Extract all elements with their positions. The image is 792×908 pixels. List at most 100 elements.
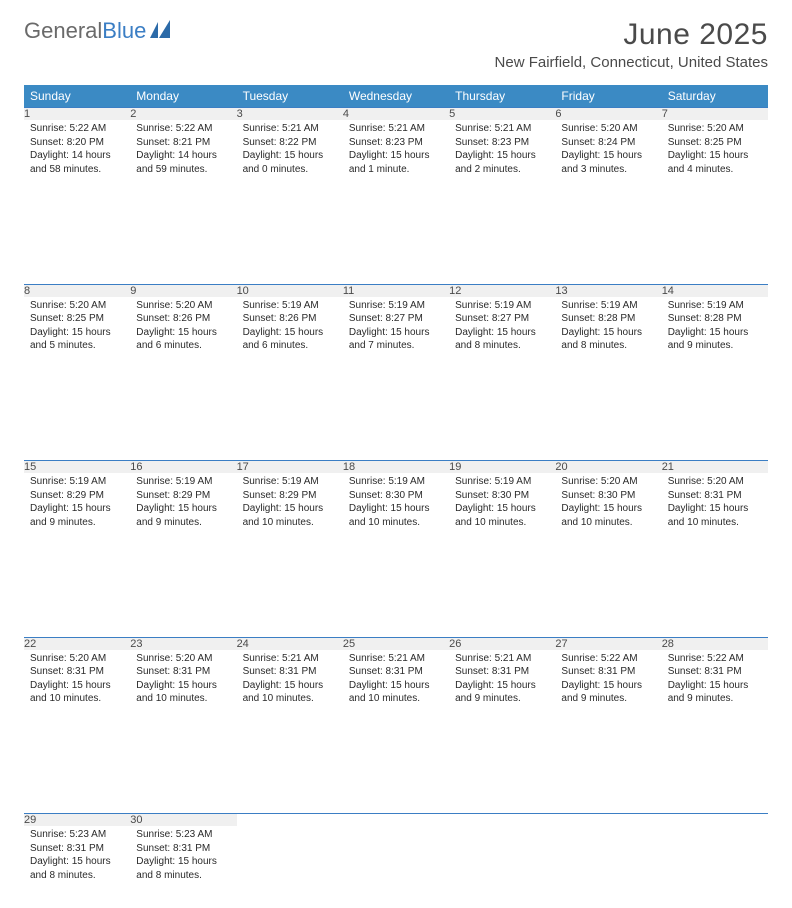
day-cell: Sunrise: 5:19 AMSunset: 8:30 PMDaylight:… [449,473,555,555]
label: Daylight: [668,327,710,338]
label: Daylight: [455,503,497,514]
day-details: Sunrise: 5:19 AMSunset: 8:28 PMDaylight:… [662,297,768,357]
flag-icon [150,18,176,44]
label: Sunset: [668,490,705,501]
label: Sunset: [455,137,492,148]
title-block: June 2025 New Fairfield, Connecticut, Un… [495,18,768,71]
day-cell: Sunrise: 5:19 AMSunset: 8:30 PMDaylight:… [343,473,449,555]
day-details: Sunrise: 5:19 AMSunset: 8:29 PMDaylight:… [24,473,130,533]
day-number: 27 [555,637,661,650]
day-details: Sunrise: 5:20 AMSunset: 8:25 PMDaylight:… [662,120,768,180]
day-details: Sunrise: 5:21 AMSunset: 8:31 PMDaylight:… [449,650,555,710]
day-cell: Sunrise: 5:19 AMSunset: 8:29 PMDaylight:… [237,473,343,555]
label: Sunset: [561,313,598,324]
day-details: Sunrise: 5:22 AMSunset: 8:31 PMDaylight:… [555,650,661,710]
label: Daylight: [561,680,603,691]
label: Sunset: [30,666,67,677]
day-cell: Sunrise: 5:23 AMSunset: 8:31 PMDaylight:… [130,826,236,908]
label: Sunrise: [455,300,494,311]
label: Sunrise: [136,829,175,840]
empty-cell [449,814,555,827]
label: Sunset: [668,666,705,677]
value: 8:31 PM [704,666,741,677]
label: Sunrise: [243,476,282,487]
week-content-row: Sunrise: 5:19 AM Sunset: 8:29 PM Daylight:… [24,473,768,555]
label: Sunset: [668,313,705,324]
header: GeneralBlue June 2025 New Fairfield, Con… [0,0,792,77]
day-cell: Sunrise: 5:20 AMSunset: 8:25 PMDaylight:… [662,120,768,202]
value: 5:21 AM [388,653,425,664]
label: Sunset: [668,137,705,148]
label: Daylight: [136,680,178,691]
label: Sunset: [136,137,173,148]
value: 5:19 AM [601,300,638,311]
day-number: 2 [130,108,236,121]
value: 5:23 AM [176,829,213,840]
label: Sunset: [136,843,173,854]
label: Sunrise: [668,653,707,664]
value: 8:31 PM [67,843,104,854]
label: Sunset: [349,666,386,677]
value: 5:20 AM [176,300,213,311]
weekday-header: Sunday [24,85,130,108]
label: Sunrise: [455,653,494,664]
day-cell: Sunrise: 5:21 AMSunset: 8:31 PMDaylight:… [449,650,555,732]
day-cell: Sunrise: 5:19 AMSunset: 8:29 PMDaylight:… [24,473,130,555]
value: 8:30 PM [598,490,635,501]
day-cell: Sunrise: 5:20 AMSunset: 8:24 PMDaylight:… [555,120,661,202]
empty-cell [449,826,555,908]
day-cell: Sunrise: 5:21 AMSunset: 8:31 PMDaylight:… [343,650,449,732]
day-details: Sunrise: 5:21 AMSunset: 8:22 PMDaylight:… [237,120,343,180]
label: Daylight: [349,503,391,514]
day-number: 19 [449,461,555,474]
day-details: Sunrise: 5:19 AMSunset: 8:27 PMDaylight:… [343,297,449,357]
day-number: 18 [343,461,449,474]
day-cell: Sunrise: 5:20 AMSunset: 8:31 PMDaylight:… [24,650,130,732]
day-number: 13 [555,284,661,297]
week-content-row: Sunrise: 5:20 AM Sunset: 8:25 PM Daylight:… [24,297,768,379]
empty-cell [237,814,343,827]
day-details: Sunrise: 5:20 AMSunset: 8:31 PMDaylight:… [24,650,130,710]
day-details: Sunrise: 5:19 AMSunset: 8:27 PMDaylight:… [449,297,555,357]
day-details: Sunrise: 5:23 AMSunset: 8:31 PMDaylight:… [24,826,130,886]
day-number: 12 [449,284,555,297]
day-number: 9 [130,284,236,297]
value: 5:19 AM [495,476,532,487]
label: Sunrise: [243,653,282,664]
label: Sunset: [349,313,386,324]
label: Daylight: [136,327,178,338]
label: Daylight: [668,503,710,514]
value: 8:22 PM [279,137,316,148]
value: 8:21 PM [173,137,210,148]
day-number: 25 [343,637,449,650]
value: 5:21 AM [495,653,532,664]
value: 5:21 AM [388,123,425,134]
day-cell: Sunrise: 5:21 AMSunset: 8:23 PMDaylight:… [449,120,555,202]
label: Daylight: [30,680,72,691]
day-cell: Sunrise: 5:19 AMSunset: 8:29 PMDaylight:… [130,473,236,555]
day-cell: Sunrise: 5:21 AMSunset: 8:23 PMDaylight:… [343,120,449,202]
label: Daylight: [30,150,72,161]
label: Daylight: [455,680,497,691]
day-details: Sunrise: 5:19 AMSunset: 8:30 PMDaylight:… [343,473,449,533]
value: 8:25 PM [67,313,104,324]
label: Daylight: [561,503,603,514]
label: Sunset: [243,137,280,148]
label: Sunset: [243,490,280,501]
day-details: Sunrise: 5:20 AMSunset: 8:25 PMDaylight:… [24,297,130,357]
label: Sunset: [30,490,67,501]
label: Sunrise: [349,300,388,311]
value: 8:29 PM [173,490,210,501]
label: Sunrise: [243,123,282,134]
day-details: Sunrise: 5:21 AMSunset: 8:23 PMDaylight:… [343,120,449,180]
label: Sunrise: [561,476,600,487]
value: 5:21 AM [282,123,319,134]
value: 8:27 PM [386,313,423,324]
value: 8:30 PM [386,490,423,501]
value: 5:21 AM [282,653,319,664]
label: Daylight: [455,327,497,338]
label: Daylight: [30,503,72,514]
logo-text-general: General [24,18,102,44]
day-number: 16 [130,461,236,474]
label: Daylight: [136,503,178,514]
